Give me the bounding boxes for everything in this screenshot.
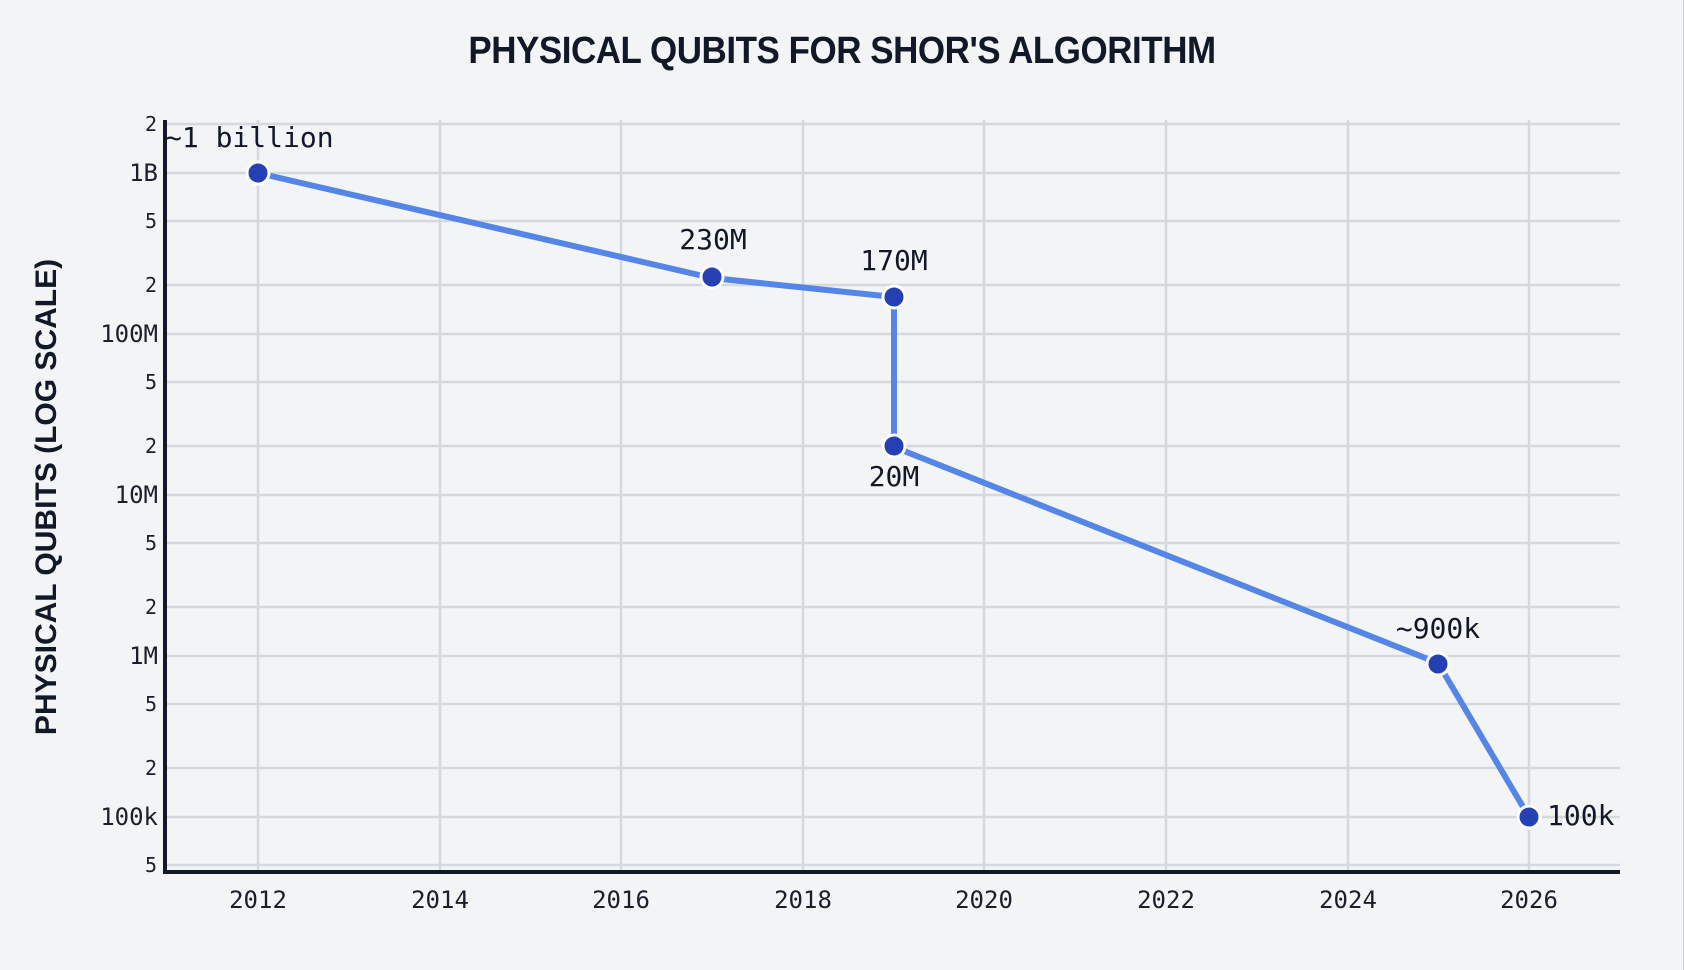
data-label: ~1 billion xyxy=(165,121,334,154)
chart-title: PHYSICAL QUBITS FOR SHOR'S ALGORITHM xyxy=(468,30,1216,72)
x-tick: 2026 xyxy=(1500,886,1558,914)
data-label: 20M xyxy=(869,460,920,493)
y-tick: 5 xyxy=(145,853,157,877)
data-point[interactable] xyxy=(881,284,907,310)
y-tick: 100M xyxy=(100,320,158,348)
y-tick-labels: 2 1B 5 2 100M 5 2 10M 5 2 1M 5 2 100k 5 xyxy=(100,112,158,877)
x-tick: 2016 xyxy=(592,886,650,914)
vertical-gridlines xyxy=(256,120,1531,872)
x-tick: 2014 xyxy=(411,886,469,914)
x-tick: 2012 xyxy=(229,886,287,914)
x-tick: 2022 xyxy=(1137,886,1195,914)
data-label: ~900k xyxy=(1396,612,1480,645)
y-tick: 100k xyxy=(100,803,158,831)
data-point[interactable] xyxy=(881,433,907,459)
y-tick: 5 xyxy=(145,531,157,555)
data-point[interactable] xyxy=(245,160,271,186)
y-tick: 1M xyxy=(129,642,158,670)
y-axis-label: PHYSICAL QUBITS (LOG SCALE) xyxy=(30,259,63,735)
x-tick: 2024 xyxy=(1319,886,1377,914)
data-label: 230M xyxy=(679,223,746,256)
y-tick: 10M xyxy=(115,481,158,509)
data-point[interactable] xyxy=(699,264,725,290)
x-tick: 2020 xyxy=(955,886,1013,914)
y-tick: 5 xyxy=(145,692,157,716)
data-point[interactable] xyxy=(1425,651,1451,677)
x-tick-labels: 2012 2014 2016 2018 2020 2022 2024 2026 xyxy=(229,886,1558,914)
y-tick: 1B xyxy=(129,159,158,187)
y-tick: 2 xyxy=(145,595,157,619)
x-tick: 2018 xyxy=(774,886,832,914)
data-label: 100k xyxy=(1547,799,1615,832)
y-tick: 2 xyxy=(145,434,157,458)
y-tick: 2 xyxy=(145,112,157,136)
data-markers xyxy=(245,160,1542,830)
y-tick: 2 xyxy=(145,273,157,297)
y-tick: 5 xyxy=(145,370,157,394)
horizontal-gridlines xyxy=(166,122,1620,867)
y-tick: 5 xyxy=(145,209,157,233)
data-point[interactable] xyxy=(1516,804,1542,830)
data-line xyxy=(257,170,1532,819)
y-tick: 2 xyxy=(145,756,157,780)
data-label: 170M xyxy=(860,244,927,277)
